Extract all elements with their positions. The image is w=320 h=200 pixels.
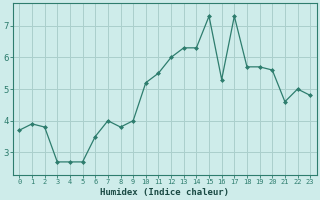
X-axis label: Humidex (Indice chaleur): Humidex (Indice chaleur) bbox=[100, 188, 229, 197]
